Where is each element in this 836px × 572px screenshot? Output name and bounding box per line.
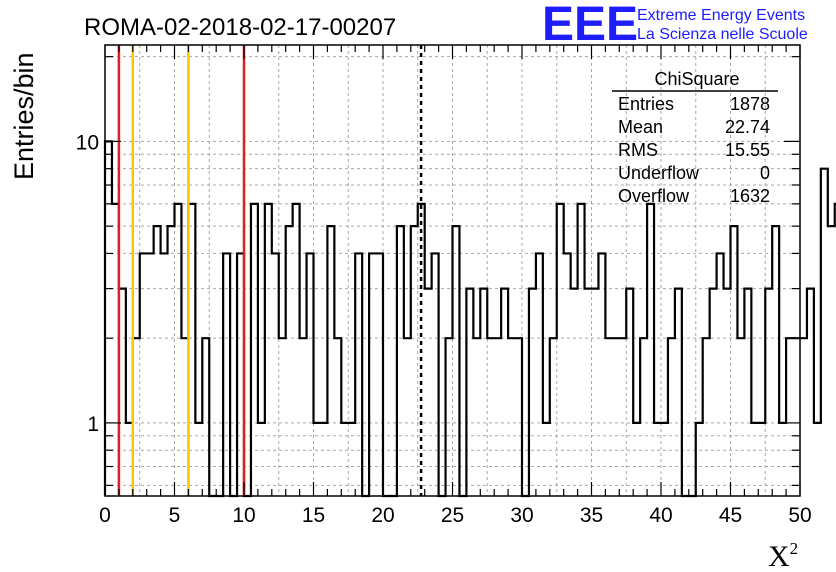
x-tick-label: 20: [371, 504, 394, 527]
logo-line-1: Extreme Energy Events: [637, 7, 805, 24]
histogram-bin: [487, 338, 494, 496]
stats-label: RMS: [618, 140, 658, 160]
histogram-bin: [168, 226, 175, 496]
histogram-bin: [404, 338, 411, 496]
histogram-bin: [793, 338, 800, 496]
x-axis-label-base: X: [768, 540, 790, 572]
histogram-bin: [737, 338, 744, 496]
stats-box: ChiSquare Entries 1878 Mean 22.74 RMS 15.55 Und…: [612, 69, 778, 206]
histogram-bin: [571, 289, 578, 496]
y-axis-label: Entries/bin: [9, 52, 39, 180]
x-tick-label: 50: [788, 504, 811, 527]
histogram-bin: [717, 253, 724, 496]
histogram-bin: [724, 289, 731, 496]
y-tick-label: 1: [87, 413, 99, 436]
histogram-bin: [619, 338, 626, 496]
stats-value: 0: [760, 163, 770, 183]
histogram-bin: [585, 289, 592, 496]
stats-value: 15.55: [725, 140, 770, 160]
stats-label: Mean: [618, 117, 663, 137]
logo-line-2: La Scienza nelle Scuole: [637, 26, 808, 43]
histogram-bin: [473, 338, 480, 496]
chart-title: ROMA-02-2018-02-17-00207: [84, 14, 396, 41]
x-tick-label: 0: [99, 504, 111, 527]
x-tick-label: 25: [441, 504, 464, 527]
histogram-bin: [161, 253, 168, 496]
histogram-bin: [508, 338, 515, 496]
histogram-bin: [828, 226, 835, 496]
stats-label: Entries: [618, 94, 674, 114]
axes: 0 5 10 15 20 25 30 35 40 45 50 1 10: [76, 44, 812, 527]
histogram-bin: [154, 226, 161, 496]
histogram-bin: [494, 338, 501, 496]
histogram-bars: [103, 140, 836, 498]
x-tick-label: 10: [232, 504, 255, 527]
stats-value: 1632: [730, 186, 770, 206]
histogram-bin: [605, 338, 612, 496]
x-axis-label-superscript: 2: [790, 539, 799, 558]
histogram-outline: [103, 140, 836, 498]
x-tick-label: 5: [169, 504, 181, 527]
histogram-bin: [814, 423, 821, 496]
x-tick-label: 40: [649, 504, 672, 527]
grid: [105, 45, 800, 496]
stats-title: ChiSquare: [654, 69, 739, 89]
histogram-bin: [800, 338, 807, 496]
reference-lines: [117, 45, 423, 496]
histogram-bin: [592, 289, 599, 496]
logo-mark: EEE: [542, 0, 638, 51]
histogram-bin: [279, 338, 286, 496]
x-tick-label: 35: [580, 504, 603, 527]
histogram-bin: [300, 338, 307, 496]
y-tick-label: 10: [76, 131, 99, 154]
stats-label: Underflow: [618, 163, 700, 183]
eee-logo: EEE Extreme Energy Events La Scienza nel…: [542, 0, 808, 51]
stats-value: 22.74: [725, 117, 770, 137]
histogram-bin: [612, 338, 619, 496]
histogram-bin: [425, 289, 432, 496]
x-axis-label: X2: [768, 539, 798, 572]
x-tick-label: 45: [719, 504, 742, 527]
stats-label: Overflow: [618, 186, 690, 206]
x-tick-label: 15: [302, 504, 325, 527]
histogram-bin: [564, 253, 571, 496]
x-tick-label: 30: [510, 504, 533, 527]
histogram-bin: [147, 253, 154, 496]
stats-value: 1878: [730, 94, 770, 114]
